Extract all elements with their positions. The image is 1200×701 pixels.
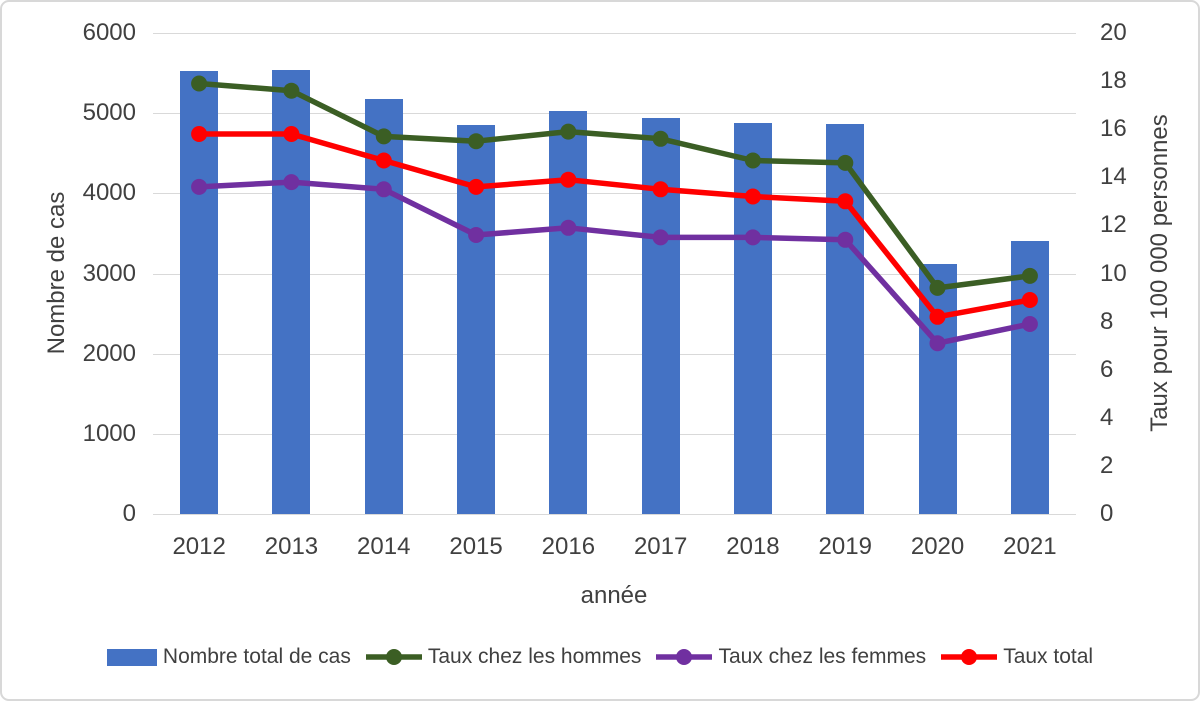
line-taux-chez-les-hommes — [196, 80, 1033, 291]
gridline-6000 — [153, 33, 1076, 34]
x-tick-2016: 2016 — [541, 533, 596, 560]
y-right-tick-8: 8 — [1100, 307, 1114, 335]
legend-swatch-taux-total — [941, 649, 998, 665]
marker-taux-chez-les-hommes-2012 — [191, 75, 208, 92]
marker-taux-total-2018 — [744, 188, 761, 205]
marker-taux-total-2017 — [652, 181, 669, 198]
marker-taux-chez-les-hommes-2014 — [375, 128, 392, 145]
x-tick-2013: 2013 — [264, 533, 319, 560]
gridline-3000 — [153, 273, 1076, 275]
marker-taux-chez-les-femmes-2012 — [191, 178, 208, 195]
y-right-tick-10: 10 — [1100, 259, 1127, 287]
marker-taux-total-2012 — [191, 126, 208, 142]
line-taux-chez-les-femmes — [196, 179, 1033, 346]
bar-2013 — [272, 69, 311, 514]
line-series — [191, 75, 1038, 352]
bar-2012 — [180, 71, 219, 514]
y-left-tick-2000: 2000 — [82, 339, 136, 367]
marker-taux-total-2021 — [1021, 292, 1038, 308]
marker-taux-chez-les-femmes-2016 — [560, 219, 577, 236]
plot-area — [153, 33, 1076, 515]
legend-swatch-taux-chez-les-hommes — [365, 649, 422, 665]
legend-label-taux-chez-les-hommes: Taux chez les hommes — [427, 645, 642, 668]
marker-taux-chez-les-hommes-2021 — [1021, 267, 1038, 284]
bar-2020 — [918, 263, 957, 514]
y-left-tick-1000: 1000 — [82, 419, 136, 447]
y-right-tick-18: 18 — [1100, 67, 1127, 95]
marker-taux-chez-les-hommes-2013 — [283, 82, 300, 99]
marker-taux-chez-les-femmes-2017 — [652, 229, 669, 246]
x-tick-2014: 2014 — [357, 533, 411, 560]
x-tick-2015: 2015 — [449, 533, 503, 560]
marker-taux-total-2014 — [375, 152, 392, 169]
y-axis-title-left: Nombre de cas — [43, 191, 70, 355]
y-left-tick-3000: 3000 — [82, 259, 136, 287]
y-right-tick-12: 12 — [1100, 211, 1127, 239]
marker-taux-chez-les-hommes-2016 — [560, 123, 577, 140]
y-right-tick-2: 2 — [1100, 451, 1114, 479]
x-tick-2021: 2021 — [1003, 533, 1057, 560]
marker-taux-chez-les-femmes-2015 — [468, 227, 485, 243]
legend-label-taux-total: Taux total — [1003, 645, 1094, 668]
marker-taux-chez-les-femmes-2014 — [375, 181, 392, 198]
x-axis-title: année — [580, 582, 648, 609]
marker-taux-total-2013 — [283, 126, 300, 142]
gridline-1000 — [153, 433, 1076, 435]
y-right-tick-20: 20 — [1100, 19, 1127, 46]
marker-taux-chez-les-hommes-2019 — [837, 154, 854, 171]
x-tick-2012: 2012 — [172, 533, 226, 560]
x-tick-2020: 2020 — [910, 533, 965, 560]
legend-item-taux-chez-les-femmes: Taux chez les femmes — [656, 645, 926, 669]
marker-taux-total-2019 — [837, 193, 854, 210]
y-left-tick-4000: 4000 — [82, 179, 136, 207]
line-taux-total — [196, 131, 1033, 320]
marker-taux-chez-les-hommes-2015 — [468, 133, 485, 150]
x-tick-2017: 2017 — [633, 533, 688, 560]
legend: Nombre total de cas Taux chez les hommes T… — [2, 645, 1198, 669]
x-tick-2018: 2018 — [726, 533, 780, 560]
marker-taux-chez-les-femmes-2013 — [283, 174, 300, 191]
marker-taux-total-2015 — [468, 178, 485, 195]
y-axis-title-right: Taux pour 100 000 personnes — [1146, 114, 1173, 432]
legend-item-nombre-total-de-cas: Nombre total de cas — [106, 645, 351, 669]
legend-item-taux-total: Taux total — [941, 645, 1093, 669]
marker-taux-total-2020 — [929, 308, 946, 325]
marker-taux-total-2016 — [560, 171, 577, 188]
y-right-tick-6: 6 — [1100, 355, 1114, 383]
gridline-5000 — [153, 113, 1076, 115]
y-left-tick-0: 0 — [122, 500, 136, 527]
legend-label-nombre-total-de-cas: Nombre total de cas — [162, 645, 351, 668]
marker-taux-chez-les-hommes-2020 — [929, 279, 946, 296]
bar-2019 — [826, 123, 865, 514]
y-right-tick-0: 0 — [1100, 500, 1114, 527]
legend-swatch-nombre-total-de-cas — [106, 648, 157, 666]
marker-taux-chez-les-femmes-2020 — [929, 335, 946, 352]
legend-swatch-taux-chez-les-femmes — [656, 649, 713, 665]
bar-2018 — [733, 122, 772, 514]
gridline-2000 — [153, 353, 1076, 355]
legend-label-taux-chez-les-femmes: Taux chez les femmes — [718, 645, 927, 668]
y-right-tick-14: 14 — [1100, 163, 1127, 191]
x-tick-2019: 2019 — [818, 533, 872, 560]
gridline-4000 — [153, 193, 1076, 195]
marker-taux-chez-les-femmes-2021 — [1021, 316, 1038, 332]
y-right-tick-4: 4 — [1100, 403, 1114, 431]
marker-taux-chez-les-femmes-2019 — [837, 231, 854, 248]
y-left-tick-5000: 5000 — [82, 99, 136, 127]
bar-2021 — [1010, 241, 1049, 514]
marker-taux-chez-les-hommes-2017 — [652, 130, 669, 147]
legend-item-taux-chez-les-hommes: Taux chez les hommes — [365, 645, 642, 669]
y-right-tick-16: 16 — [1100, 115, 1127, 143]
marker-taux-chez-les-femmes-2018 — [744, 229, 761, 246]
gridline-0 — [153, 514, 1076, 515]
marker-taux-chez-les-hommes-2018 — [744, 152, 761, 169]
y-left-tick-6000: 6000 — [82, 19, 136, 46]
